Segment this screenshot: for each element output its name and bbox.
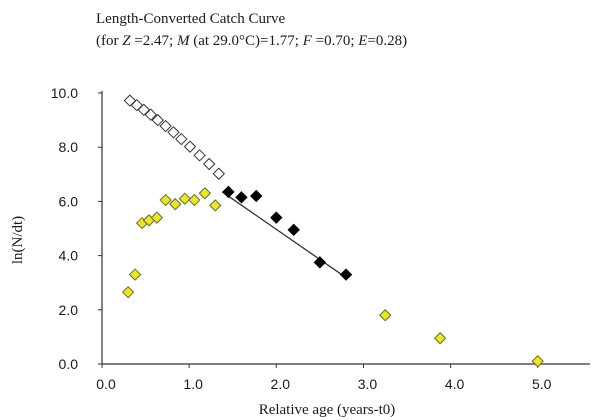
data-point-open [159, 119, 172, 133]
subtitle-e-value: =0.28) [367, 33, 408, 49]
x-tick-label: 0.0 [96, 376, 116, 392]
chart-subtitle: (for Z =2.47; M (at 29.0°C)=1.77; F =0.7… [96, 32, 407, 51]
x-tick-label: 2.0 [271, 376, 291, 392]
data-point-unused [178, 192, 191, 205]
subtitle-m-value: (at 29.0°C)=1.77; [189, 33, 303, 49]
data-point-open [212, 167, 225, 180]
y-tick-label: 8.0 [59, 139, 79, 155]
data-point-unused [121, 285, 135, 299]
data-point-unused [531, 355, 544, 368]
y-tick-label: 10.0 [51, 85, 78, 101]
chart-title: Length-Converted Catch Curve [96, 11, 286, 27]
y-tick-label: 2.0 [59, 302, 79, 318]
data-point-regression [339, 268, 353, 281]
data-point-open [151, 113, 164, 127]
data-point-open [144, 108, 158, 121]
data-point-regression [270, 211, 283, 224]
x-tick-label: 5.0 [532, 376, 552, 392]
subtitle-z-value: =2.47; [130, 33, 177, 49]
y-axis-title: ln(N/dt) [10, 216, 26, 264]
subtitle-e-symbol: E [358, 33, 368, 49]
points-layer [121, 94, 544, 368]
data-point-open [175, 132, 188, 146]
x-axis-title: Relative age (years-t0) [259, 402, 396, 418]
data-point-unused [433, 332, 447, 345]
subtitle-z-symbol: Z [122, 33, 131, 49]
data-point-open [167, 126, 180, 139]
y-tick-label: 6.0 [59, 193, 79, 209]
subtitle-m-symbol: M [176, 33, 190, 49]
data-point-unused [379, 309, 392, 322]
y-tick-label: 0.0 [59, 356, 79, 372]
data-point-unused [209, 199, 222, 212]
data-point-open [193, 149, 206, 162]
tick-labels-layer: 0.0 2.0 4.0 6.0 8.0 10.0 0.0 1.0 2.0 3.0 4.0 5.0 [51, 85, 552, 392]
y-tick-label: 4.0 [59, 248, 79, 264]
x-tick-label: 1.0 [183, 376, 203, 392]
subtitle-f-value: =0.70; [311, 33, 359, 49]
axes-layer [98, 91, 590, 368]
data-point-open [137, 103, 151, 117]
data-point-regression [250, 189, 263, 203]
data-point-regression [222, 185, 235, 199]
data-point-regression [313, 256, 327, 269]
data-point-unused [128, 268, 142, 281]
data-point-unused [188, 193, 201, 207]
data-point-open [123, 94, 137, 107]
data-point-open [202, 157, 216, 171]
data-point-unused [168, 197, 182, 211]
data-point-regression [235, 191, 248, 204]
data-point-regression [287, 223, 300, 237]
x-tick-label: 4.0 [445, 376, 465, 392]
data-point-open [183, 140, 197, 153]
data-point-unused [159, 193, 172, 207]
subtitle-f-symbol: F [302, 33, 312, 49]
subtitle-prefix: (for [96, 33, 123, 49]
data-point-unused [150, 211, 164, 224]
x-tick-label: 3.0 [358, 376, 378, 392]
data-point-unused [198, 187, 212, 200]
